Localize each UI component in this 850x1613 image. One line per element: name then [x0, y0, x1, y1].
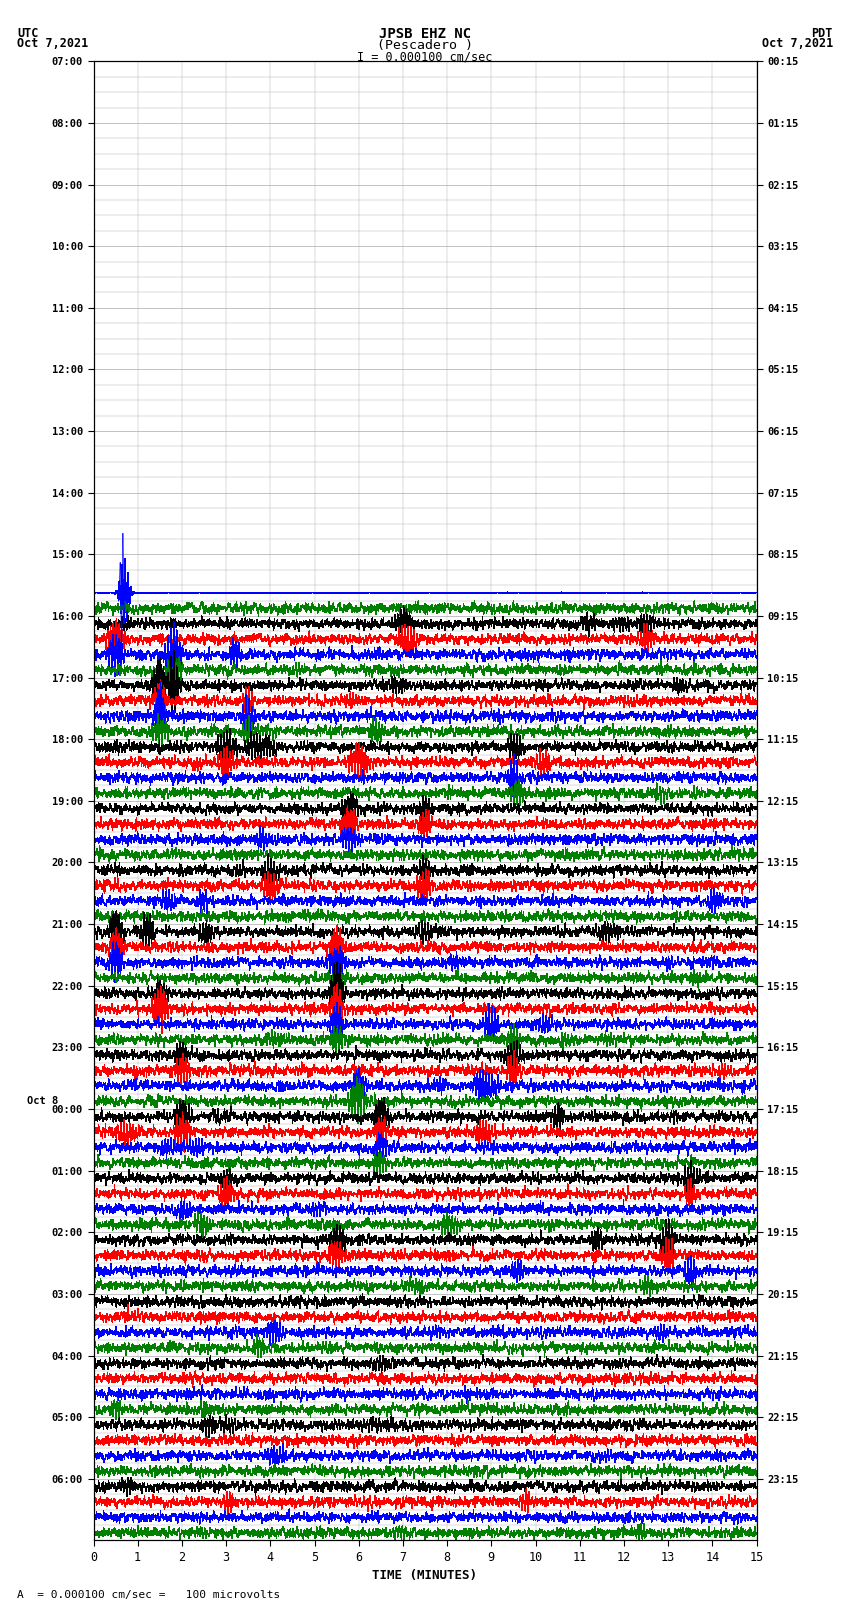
Text: JPSB EHZ NC: JPSB EHZ NC	[379, 27, 471, 42]
X-axis label: TIME (MINUTES): TIME (MINUTES)	[372, 1569, 478, 1582]
Text: A  = 0.000100 cm/sec =   100 microvolts: A = 0.000100 cm/sec = 100 microvolts	[17, 1590, 280, 1600]
Text: Oct 8: Oct 8	[27, 1097, 58, 1107]
Text: I = 0.000100 cm/sec: I = 0.000100 cm/sec	[357, 50, 493, 63]
Text: PDT: PDT	[812, 27, 833, 40]
Text: UTC: UTC	[17, 27, 38, 40]
Text: Oct 7,2021: Oct 7,2021	[762, 37, 833, 50]
Text: (Pescadero ): (Pescadero )	[377, 39, 473, 52]
Text: Oct 7,2021: Oct 7,2021	[17, 37, 88, 50]
